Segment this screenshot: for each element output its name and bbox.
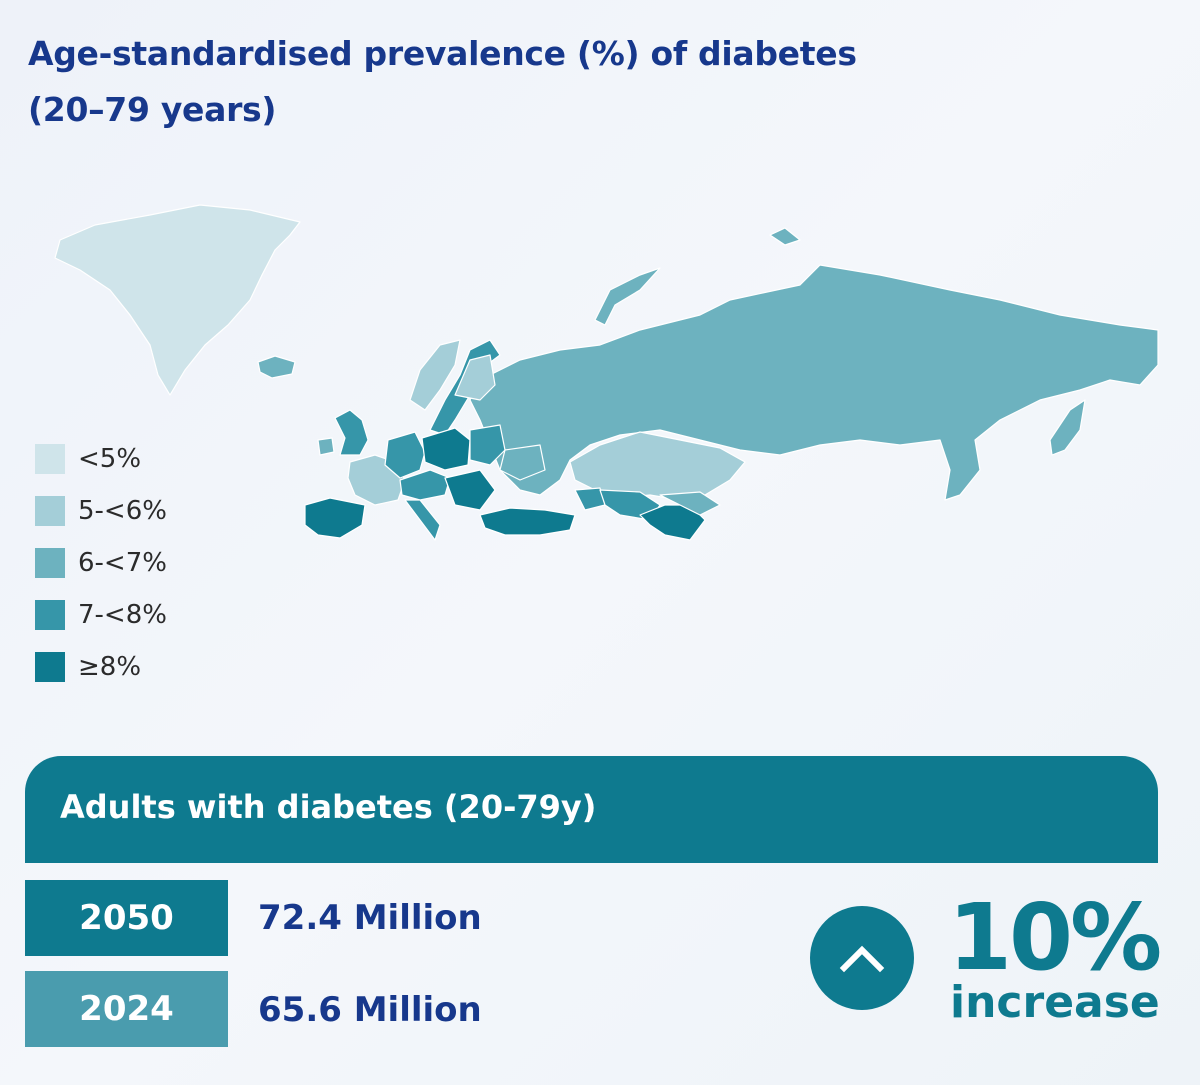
- legend-label: 5-<6%: [78, 496, 167, 526]
- map-region: [1049, 399, 1086, 456]
- legend-item: 6-<7%: [35, 537, 167, 589]
- map-region: [334, 409, 369, 456]
- value-2024: 65.6 Million: [258, 990, 482, 1030]
- map-region: [444, 469, 496, 511]
- map-region: [469, 264, 1159, 501]
- legend-swatch: [35, 548, 65, 578]
- legend-label: 7-<8%: [78, 600, 167, 630]
- title-line-2: (20–79 years): [28, 90, 277, 129]
- map-region: [594, 267, 661, 326]
- legend-item: <5%: [35, 433, 167, 485]
- map-legend: <5% 5-<6% 6-<7% 7-<8% ≥8%: [35, 433, 167, 693]
- page-title: Age-standardised prevalence (%) of diabe…: [28, 26, 857, 138]
- map-region: [499, 444, 546, 481]
- map-region: [404, 499, 441, 541]
- summary-header: Adults with diabetes (20-79y): [25, 756, 1158, 863]
- legend-swatch: [35, 600, 65, 630]
- legend-label: <5%: [78, 444, 142, 474]
- legend-item: 5-<6%: [35, 485, 167, 537]
- map-region: [257, 355, 296, 379]
- map-region: [399, 469, 451, 501]
- map-region: [421, 427, 471, 471]
- legend-swatch: [35, 652, 65, 682]
- map-region: [454, 354, 496, 401]
- map-region: [659, 491, 721, 516]
- legend-swatch: [35, 496, 65, 526]
- legend-item: ≥8%: [35, 641, 167, 693]
- year-badge-2050: 2050: [25, 880, 228, 956]
- increase-percent: 10%: [948, 884, 1162, 991]
- map-region: [769, 227, 801, 246]
- choropleth-map: [54, 204, 1159, 541]
- value-2050: 72.4 Million: [258, 898, 482, 938]
- legend-item: 7-<8%: [35, 589, 167, 641]
- map-region: [469, 424, 506, 466]
- map-region: [317, 437, 335, 456]
- chevron-up-icon: [810, 906, 914, 1010]
- map-region: [304, 497, 366, 539]
- legend-swatch: [35, 444, 65, 474]
- map-region: [639, 504, 706, 541]
- legend-label: ≥8%: [78, 652, 142, 682]
- map-region: [54, 204, 301, 396]
- legend-label: 6-<7%: [78, 548, 167, 578]
- summary-header-text: Adults with diabetes (20-79y): [60, 788, 597, 826]
- increase-label: increase: [950, 977, 1160, 1028]
- map-region: [384, 431, 426, 479]
- year-badge-2024: 2024: [25, 971, 228, 1047]
- map-region: [479, 507, 576, 536]
- title-line-1: Age-standardised prevalence (%) of diabe…: [28, 34, 857, 73]
- map-region: [409, 339, 461, 411]
